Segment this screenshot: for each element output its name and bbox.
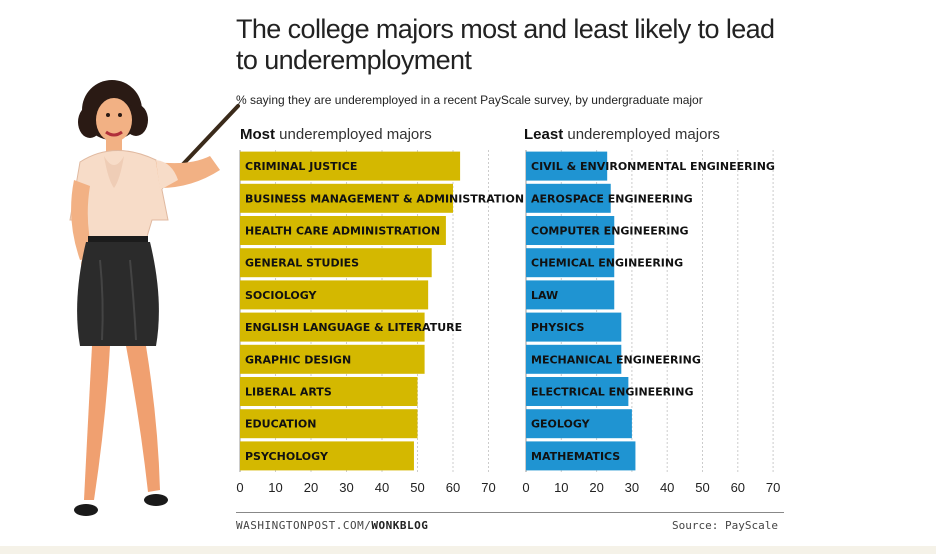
least-tick-label: 10 (554, 480, 568, 495)
least-bar (526, 312, 622, 342)
least-bar (526, 183, 611, 213)
least-bar-label: PHYSICS (531, 321, 585, 334)
most-bar-label: GRAPHIC DESIGN (245, 353, 351, 366)
most-bar-label: SOCIOLOGY (245, 289, 318, 302)
most-panel-title-bold: Most (240, 126, 275, 143)
least-bar-label: LAW (531, 289, 558, 302)
least-tick-label: 50 (695, 480, 709, 495)
chart-title: The college majors most and least likely… (236, 14, 775, 75)
credit-line: WASHINGTONPOST.COM/WONKBLOG (236, 519, 428, 532)
most-bar (240, 183, 453, 213)
least-tick-label: 30 (625, 480, 639, 495)
footer-strip (0, 546, 936, 554)
most-panel-title-rest: underemployed majors (275, 126, 432, 143)
most-bar-label: LIBERAL ARTS (245, 386, 332, 399)
most-tick-label: 20 (304, 480, 318, 495)
least-tick-label: 60 (731, 480, 745, 495)
most-bar (240, 344, 425, 374)
most-bar-label: PSYCHOLOGY (245, 450, 329, 463)
woman-with-pointer-illustration (69, 80, 240, 516)
least-underemployed-chart: 0 10 20 30 40 50 60 70 CIVIL & ENVIRONMENTAL ENG… (522, 150, 780, 495)
most-bar-label: GENERAL STUDIES (245, 257, 359, 270)
most-tick-label: 30 (339, 480, 353, 495)
most-tick-label: 0 (236, 480, 243, 495)
most-bar (240, 216, 446, 245)
least-panel-title: Least underemployed majors (524, 126, 720, 143)
least-bar-label: GEOLOGY (531, 418, 591, 431)
least-bar (526, 377, 629, 406)
most-tick-label: 50 (410, 480, 424, 495)
most-bar (240, 248, 432, 278)
chart-subtitle: % saying they are underemployed in a rec… (236, 93, 703, 107)
least-bar (526, 151, 608, 181)
least-bar-label: MECHANICAL ENGINEERING (531, 353, 701, 366)
least-bar-label: CIVIL & ENVIRONMENTAL ENGINEERING (531, 160, 775, 173)
most-bar (240, 151, 461, 181)
least-tick-label: 40 (660, 480, 674, 495)
least-bar (526, 441, 636, 471)
most-underemployed-chart: 0 10 20 30 40 50 60 70 CRIMINAL JUSTICE BUSINESS … (236, 150, 524, 495)
least-bar (526, 248, 615, 278)
least-panel-title-rest: underemployed majors (563, 126, 720, 143)
least-tick-label: 20 (589, 480, 603, 495)
most-bar-label: CRIMINAL JUSTICE (245, 160, 357, 173)
most-bar (240, 312, 425, 342)
most-bar (240, 377, 418, 406)
least-bar-label: MATHEMATICS (531, 450, 620, 463)
most-tick-label: 60 (446, 480, 460, 495)
most-tick-label: 10 (268, 480, 282, 495)
most-bar (240, 409, 418, 439)
least-bar-label: AEROSPACE ENGINEERING (531, 192, 693, 205)
least-bar-label: COMPUTER ENGINEERING (531, 225, 689, 238)
most-tick-label: 40 (375, 480, 389, 495)
least-bar (526, 216, 615, 245)
most-tick-label: 70 (481, 480, 495, 495)
most-bar (240, 441, 414, 471)
footer-divider (236, 512, 784, 513)
source-note: Source: PayScale (672, 519, 778, 532)
least-bar-label: CHEMICAL ENGINEERING (531, 257, 683, 270)
most-bar-label: ENGLISH LANGUAGE & LITERATURE (245, 321, 462, 334)
credit-wonkblog: WONKBLOG (371, 519, 429, 532)
most-panel-title: Most underemployed majors (240, 126, 432, 143)
least-tick-label: 70 (766, 480, 780, 495)
least-tick-label: 0 (522, 480, 529, 495)
least-bar (526, 344, 622, 374)
most-bar-label: HEALTH CARE ADMINISTRATION (245, 225, 440, 238)
most-bar-label: BUSINESS MANAGEMENT & ADMINISTRATION (245, 192, 524, 205)
least-bar-label: ELECTRICAL ENGINEERING (531, 386, 693, 399)
most-bar (240, 280, 429, 310)
most-bar-label: EDUCATION (245, 418, 316, 431)
least-panel-title-bold: Least (524, 126, 564, 143)
least-bar (526, 409, 632, 439)
least-bar (526, 280, 615, 310)
credit-prefix: WASHINGTONPOST.COM/ (236, 519, 372, 532)
